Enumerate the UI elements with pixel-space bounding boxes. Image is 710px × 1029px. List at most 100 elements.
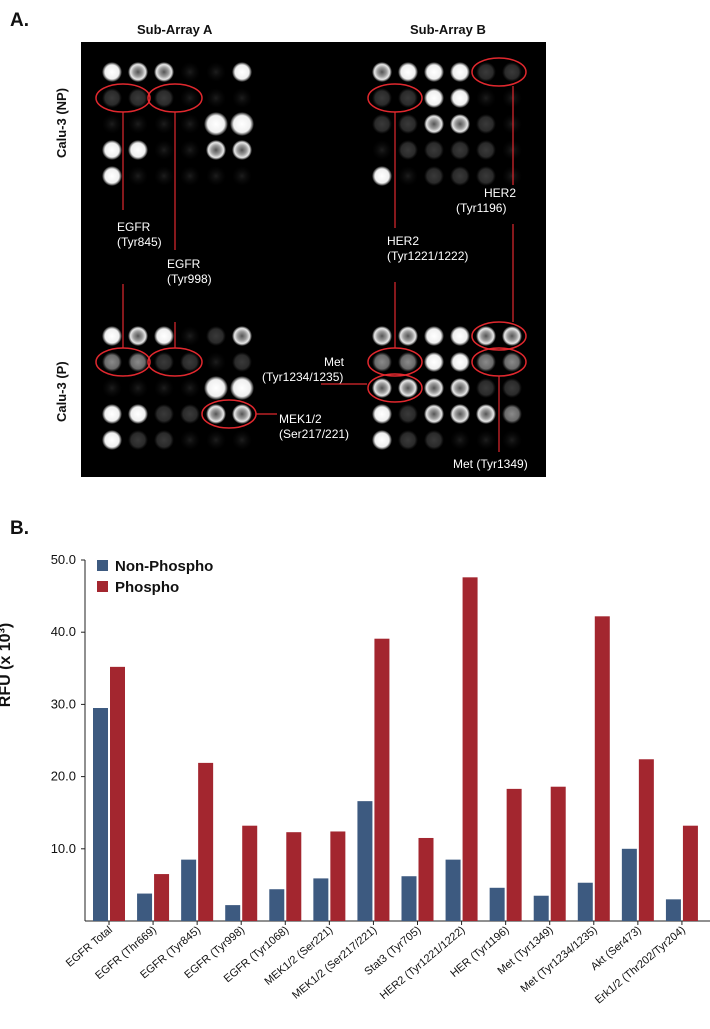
subarray-b-np-spot [424, 62, 444, 82]
subarray-a-p-spot [230, 376, 254, 400]
bar-phospho-5 [330, 831, 346, 921]
subarray-a-title: Sub-Array A [137, 22, 213, 37]
subarray-a-np-spot [206, 140, 226, 160]
subarray-a-p-spot [180, 404, 200, 424]
subarray-a-np-spot [154, 114, 174, 134]
subarray-a-np-spot [232, 166, 252, 186]
subarray-a-p-spot [128, 352, 148, 372]
subarray-b-np-spot [424, 166, 444, 186]
subarray-a-np-spot [232, 62, 252, 82]
subarray-b-p-spot [372, 378, 392, 398]
bar-phospho-11 [594, 616, 610, 921]
subarray-a-p-spot [128, 378, 148, 398]
subarray-b-np-spot [398, 166, 418, 186]
subarray-b-np-spot [372, 166, 392, 186]
label-mek12: MEK1/2 (Ser217/221) [279, 412, 349, 441]
subarray-b-p-spot [476, 378, 496, 398]
subarray-a-p-spot [102, 430, 122, 450]
bar-non-phospho-11 [577, 882, 593, 921]
subarray-a-np-spot [102, 88, 122, 108]
subarray-b-p-spot [476, 430, 496, 450]
bar-non-phospho-10 [533, 895, 549, 921]
row-label-p: Calu-3 (P) [54, 361, 69, 422]
subarray-a-p-spot [206, 404, 226, 424]
bar-phospho-2 [198, 762, 214, 921]
bar-phospho-10 [550, 786, 566, 921]
legend-swatch-non-phospho [97, 560, 108, 571]
subarray-a-np-spot [128, 88, 148, 108]
subarray-a-np-spot [206, 88, 226, 108]
subarray-b-p-spot [450, 404, 470, 424]
label-egfr-845: EGFR (Tyr845) [117, 220, 162, 249]
bar-phospho-3 [242, 825, 258, 921]
subarray-a-p-spot [154, 430, 174, 450]
subarray-b-p-spot [502, 378, 522, 398]
x-tick-label: MEK1/2 (Ser217/221) [290, 924, 379, 1002]
subarray-b-p-spot [398, 404, 418, 424]
subarray-a-p-spot [102, 326, 122, 346]
subarray-a-p-spot [128, 430, 148, 450]
y-tick-label: 50.0 [51, 552, 76, 567]
subarray-b-np-spot [398, 88, 418, 108]
subarray-a-np-spot [102, 140, 122, 160]
subarray-b-np-spot [450, 114, 470, 134]
subarray-a-np-spot [154, 166, 174, 186]
subarray-b-p-spot [476, 352, 496, 372]
bar-non-phospho-0 [93, 708, 108, 921]
subarray-b-p-spot [476, 404, 496, 424]
subarray-a-p-spot [154, 404, 174, 424]
subarray-b-p-spot [398, 378, 418, 398]
bar-phospho-8 [462, 577, 478, 921]
subarray-a-np-spot [180, 140, 200, 160]
subarray-a-p-spot [206, 326, 226, 346]
subarray-b-np-spot [502, 88, 522, 108]
subarray-b-p-spot [424, 326, 444, 346]
subarray-a-p-spot [232, 326, 252, 346]
subarray-b-p-spot [450, 430, 470, 450]
subarray-b-np-spot [398, 140, 418, 160]
subarray-a-p-spot [206, 430, 226, 450]
x-tick-label: Erk1/2 (Thr202/Tyr204) [593, 924, 688, 1006]
subarray-a-np-spot [204, 112, 228, 136]
panel-a-letter: A. [10, 10, 29, 31]
subarray-b-np-spot [398, 114, 418, 134]
bar-phospho-1 [154, 874, 170, 921]
subarray-b-p-spot [502, 352, 522, 372]
subarray-b-np-spot [372, 114, 392, 134]
label-met-1234: Met (Tyr1234/1235) [262, 355, 345, 384]
y-axis-label: RFU (x 10³) [0, 623, 14, 707]
subarray-b-np-spot [502, 140, 522, 160]
subarray-b-p-spot [424, 430, 444, 450]
y-tick-label: 30.0 [51, 696, 76, 711]
bar-non-phospho-1 [137, 893, 153, 921]
bar-non-phospho-2 [181, 859, 197, 921]
subarray-a-np-spot [154, 140, 174, 160]
bar-phospho-9 [506, 788, 522, 921]
subarray-a-np-spot [206, 62, 226, 82]
subarray-b-p-spot [372, 352, 392, 372]
subarray-a-p-spot [128, 404, 148, 424]
y-tick-label: 20.0 [51, 769, 76, 784]
bar-phospho-6 [374, 638, 390, 921]
subarray-b-p-spot [372, 430, 392, 450]
x-tick-label: Met (Tyr1234/1235) [518, 924, 599, 995]
subarray-b-np-spot [424, 140, 444, 160]
subarray-b-np-spot [502, 114, 522, 134]
subarray-a-p-spot [128, 326, 148, 346]
bar-phospho-0 [110, 666, 125, 921]
label-her2-1221: HER2 (Tyr1221/1222) [387, 234, 468, 263]
subarray-a-p-spot [154, 326, 174, 346]
subarray-a-np-spot [230, 112, 254, 136]
subarray-b-np-spot [502, 62, 522, 82]
subarray-b-p-spot [372, 404, 392, 424]
subarray-a-np-spot [232, 88, 252, 108]
subarray-b-title: Sub-Array B [410, 22, 486, 37]
bar-non-phospho-8 [445, 859, 461, 921]
panel-b-letter: B. [10, 518, 29, 539]
x-tick-label: HER2 (Tyr1221/1222) [378, 924, 468, 1002]
label-her2-1196: HER2 (Tyr1196) [456, 186, 516, 215]
subarray-a-np-spot [180, 88, 200, 108]
subarray-b-np-spot [398, 62, 418, 82]
subarray-b-np-spot [450, 62, 470, 82]
label-egfr-998: EGFR (Tyr998) [167, 257, 212, 286]
